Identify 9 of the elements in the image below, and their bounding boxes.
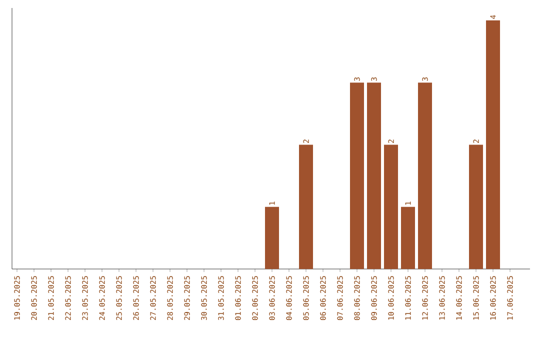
bar [486,20,500,269]
bar [469,144,484,269]
bar [367,82,382,269]
bar [265,206,280,269]
bar [350,82,364,269]
bar [418,82,432,269]
bar [384,144,398,269]
bar [401,206,416,269]
bar [299,144,314,269]
